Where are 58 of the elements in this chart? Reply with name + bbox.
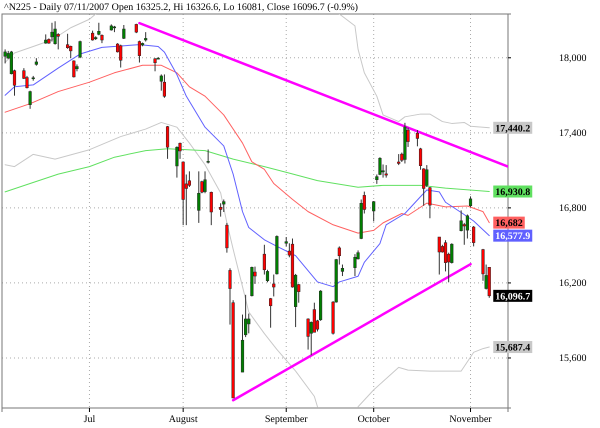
candlestick <box>416 130 419 147</box>
candlestick <box>162 74 166 98</box>
x-tick-label: August <box>168 414 198 426</box>
candlestick <box>175 146 178 178</box>
candlestick <box>219 202 222 218</box>
candlestick <box>166 125 170 160</box>
candlestick <box>247 313 250 334</box>
candlestick <box>4 48 7 64</box>
y-tick-label: 16,200 <box>559 278 586 290</box>
candlestick <box>44 34 48 44</box>
candlestick <box>122 24 126 40</box>
candlestick <box>397 154 400 166</box>
y-tick-label: 15,600 <box>559 353 586 364</box>
data-label: 16,577.9 <box>495 231 530 242</box>
candlestick <box>50 22 54 42</box>
candlestick <box>284 236 288 247</box>
candlestick <box>340 264 344 277</box>
candlestick <box>119 44 122 68</box>
y-tick-label: 16,800 <box>559 203 586 214</box>
candlestick <box>372 200 376 222</box>
candlestick <box>138 40 142 64</box>
data-label: 15,687.4 <box>495 342 530 354</box>
x-tick-label: October <box>358 414 390 426</box>
candlestick <box>353 254 357 277</box>
candlestick <box>428 186 432 219</box>
x-tick-label: November <box>449 414 492 426</box>
candlestick <box>472 226 476 247</box>
candlestick <box>54 20 57 46</box>
chart-title: ^N225 - Daily 07/11/2007 Open 16325.2, Hi 16326.6, Lo 16081, Close 16096.7 (-0.9%) <box>4 2 358 13</box>
candlestick <box>210 191 213 226</box>
candlestick <box>72 60 76 78</box>
data-label: 16,930.8 <box>495 187 530 198</box>
data-label: 16,682 <box>495 218 523 230</box>
candlestick <box>468 196 472 208</box>
candlestick <box>28 90 32 110</box>
candlestick <box>78 40 82 59</box>
candlestick <box>197 170 200 224</box>
candlestick <box>438 236 441 276</box>
annotation: 16,096.7 <box>495 291 530 302</box>
line-series <box>4 64 490 234</box>
candlestick <box>206 148 210 164</box>
y-tick-label: 18,000 <box>559 52 586 64</box>
candlestick <box>384 164 388 178</box>
candlestick <box>222 198 226 212</box>
x-tick-label: Jul <box>84 414 96 426</box>
candlestick <box>244 294 248 338</box>
candlestick <box>144 32 148 42</box>
data-label: 17,440.2 <box>495 123 530 134</box>
candlestick <box>272 274 276 297</box>
x-tick-label: September <box>264 414 308 426</box>
candlestick <box>425 164 428 188</box>
candlestick <box>225 222 228 254</box>
candlestick <box>153 58 157 72</box>
line-series <box>4 148 490 192</box>
candlestick <box>203 170 207 194</box>
candlestick <box>56 32 60 50</box>
y-tick-label: 17,400 <box>559 128 586 140</box>
candlestick <box>269 297 272 328</box>
